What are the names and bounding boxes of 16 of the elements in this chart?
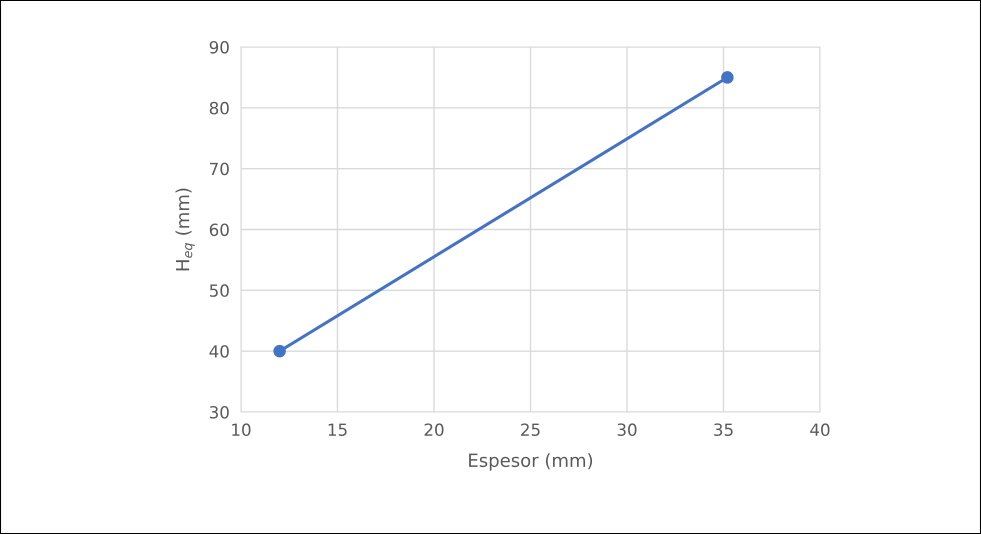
- x-tick-label: 25: [521, 423, 540, 436]
- x-axis-title: Espesor (mm): [469, 453, 592, 471]
- y-tick-label: 40: [209, 345, 229, 358]
- y-tick-label: 30: [210, 406, 229, 419]
- x-tick-label: 10: [232, 423, 250, 436]
- x-tick-label: 35: [714, 423, 733, 436]
- y-tick-label: 60: [210, 223, 229, 236]
- y-tick-label: 80: [210, 102, 229, 114]
- y-tick-label: 50: [210, 284, 229, 297]
- y-axis-title: H$_{eq}$ (mm): [175, 188, 195, 270]
- x-tick-label: 15: [328, 424, 347, 436]
- y-tick-label: 70: [210, 162, 229, 176]
- x-tick-label: 20: [424, 423, 444, 436]
- x-tick-label: 40: [810, 423, 830, 436]
- y-tick-label: 90: [210, 40, 229, 54]
- x-tick-label: 30: [618, 423, 636, 436]
